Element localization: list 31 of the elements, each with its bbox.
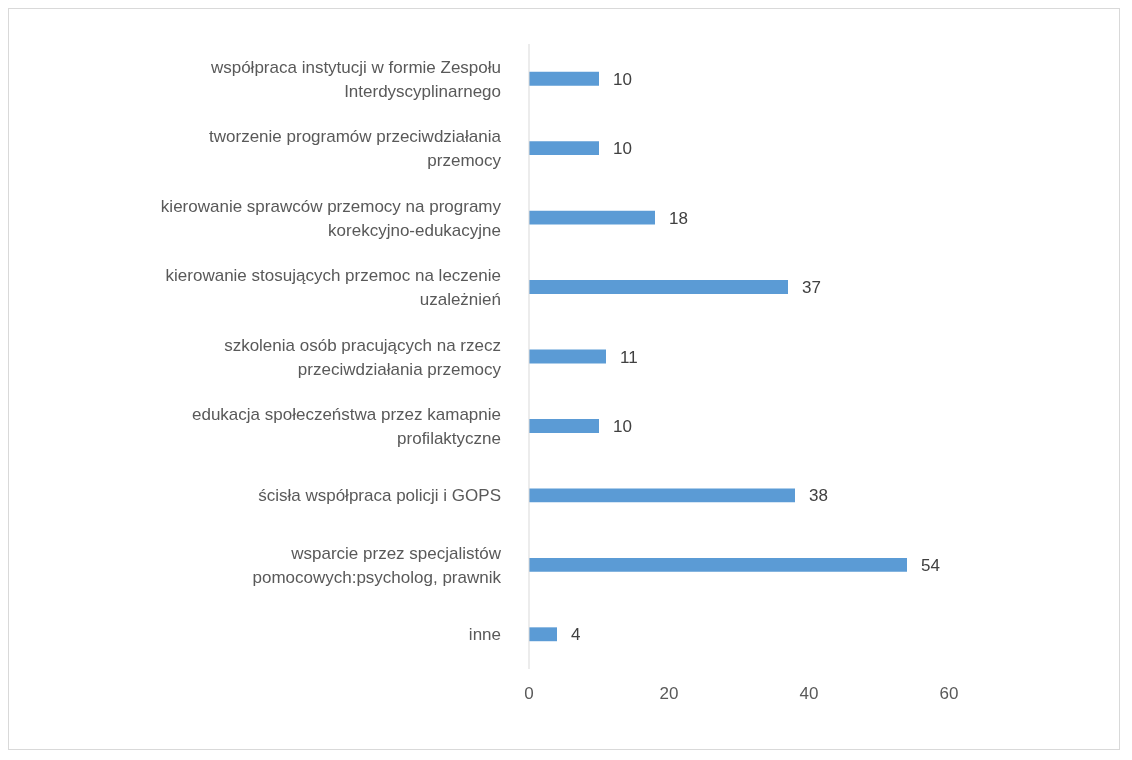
x-tick-label: 60: [939, 684, 959, 704]
bar: [529, 141, 599, 156]
data-label: 10: [613, 139, 632, 159]
bar: [529, 627, 557, 642]
y-tick-label: ścisła współpraca policji i GOPS: [258, 485, 501, 505]
y-tick-label: wsparcie przez specjalistów pomocowych:psycholog, prawnik: [252, 543, 502, 587]
y-tick-label: tworzenie programów przeciwdziałania przemocy: [209, 126, 502, 170]
y-tick-label: inne: [468, 624, 501, 644]
bar: [529, 488, 795, 503]
x-tick-label: 40: [799, 684, 819, 704]
data-label: 4: [571, 625, 581, 645]
y-tick-label: kierowanie sprawców przemocy na programy korekcyjno-edukacyjne: [160, 196, 502, 240]
data-label: 18: [669, 208, 688, 228]
data-label: 11: [620, 347, 638, 367]
data-label: 54: [921, 555, 940, 575]
data-label: 10: [613, 69, 632, 89]
y-tick-label: szkolenia osób pracujących na rzecz przeciwdziałania przemocy: [224, 335, 502, 378]
bar: [529, 419, 599, 433]
x-tick-label: 0: [524, 684, 534, 704]
data-label: 10: [613, 416, 632, 436]
data-label: 37: [802, 278, 821, 298]
y-tick-label: kierowanie stosujących przemoc na leczenie uzależnień: [165, 265, 501, 309]
x-tick-label: 20: [659, 684, 679, 704]
bar: [529, 280, 788, 294]
y-tick-label: edukacja społeczeństwa przez kamapnie profilaktyczne: [191, 404, 501, 448]
bar: [529, 210, 655, 225]
bar: [529, 71, 599, 86]
data-label: 38: [809, 486, 828, 506]
bar: [529, 557, 907, 572]
y-tick-label: współpraca instytucji w formie Zespołu Interdyscyplinarnego: [209, 57, 501, 101]
bar: [529, 349, 606, 364]
